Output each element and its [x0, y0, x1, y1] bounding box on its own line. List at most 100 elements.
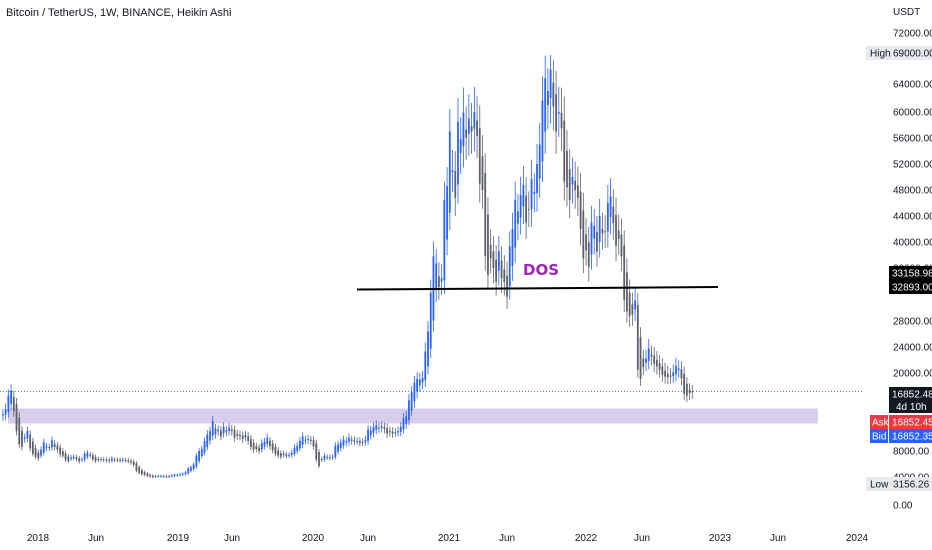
candle-body — [124, 460, 127, 462]
candle-body — [405, 416, 408, 424]
candle-body — [108, 459, 111, 461]
candle-body — [383, 427, 386, 430]
candle-body — [83, 453, 86, 460]
candle-body — [249, 438, 252, 448]
x-tick-label: 2020 — [302, 533, 325, 544]
candle-body — [598, 216, 601, 242]
level-upper-value: 33158.98 — [892, 269, 932, 280]
candle-body — [151, 475, 154, 478]
candle-body — [465, 129, 468, 138]
candle-body — [435, 263, 438, 290]
candle-body — [549, 69, 552, 99]
candle-body — [348, 437, 350, 442]
candle-body — [331, 456, 334, 458]
candle-body — [299, 441, 301, 449]
candle-body — [31, 441, 34, 454]
candle-body — [277, 450, 280, 456]
candle-body — [230, 429, 233, 432]
candle-body — [626, 272, 628, 312]
candle-body — [440, 278, 443, 282]
candle-body — [585, 234, 587, 251]
y-tick-label: 40000.00 — [893, 238, 932, 249]
candle-body — [260, 443, 263, 450]
candle-body — [309, 439, 312, 442]
candle-body — [165, 476, 168, 478]
candle-body — [70, 457, 72, 459]
level-lower-value: 32893.00 — [892, 283, 932, 294]
candle-body — [489, 244, 492, 259]
candle-body — [416, 379, 418, 392]
candle-body — [211, 421, 214, 436]
candle-body — [587, 242, 590, 267]
x-tick-label: 2023 — [709, 533, 732, 544]
candle-body — [53, 443, 56, 448]
candle-body — [495, 259, 498, 282]
candle-body — [225, 430, 228, 432]
candle-body — [424, 351, 427, 381]
candle-body — [410, 392, 413, 411]
y-tick-label: 72000.00 — [893, 29, 932, 40]
candle-body — [271, 443, 274, 451]
dos-horizontal-line[interactable] — [356, 286, 719, 291]
candle-body — [527, 209, 530, 211]
candle-body — [478, 128, 481, 184]
bid-value: 16852.35 — [892, 432, 932, 443]
support-zone — [8, 408, 818, 424]
dos-annotation: DOS — [523, 261, 559, 279]
candle-body — [593, 225, 596, 239]
candle-body — [91, 455, 94, 460]
candle-body — [454, 170, 457, 198]
x-tick-label: 2018 — [27, 533, 50, 544]
candle-body — [244, 435, 247, 438]
candle-body — [105, 459, 108, 461]
candle-body — [290, 452, 293, 456]
candle-body — [421, 377, 424, 383]
candle-body — [680, 369, 683, 379]
candle-body — [596, 232, 598, 252]
candle-body — [12, 397, 15, 412]
candle-body — [612, 206, 615, 224]
candle-body — [190, 467, 192, 471]
candle-body — [462, 112, 465, 147]
candle-body — [61, 451, 64, 456]
candle-body — [342, 439, 345, 446]
candle-body — [634, 300, 636, 310]
candle-body — [650, 354, 653, 357]
candle-body — [198, 451, 200, 462]
low-value: 3156.26 — [893, 480, 930, 491]
candle-body — [233, 430, 236, 438]
candle-body — [222, 427, 225, 434]
candle-body — [615, 215, 617, 246]
candle-body — [4, 409, 7, 416]
ask-value-bg — [889, 415, 932, 429]
candle-body — [617, 230, 620, 239]
candle-body — [375, 425, 378, 430]
candle-body — [446, 186, 448, 240]
candle-body — [394, 432, 397, 434]
candle-body — [438, 276, 440, 287]
y-tick-label: 48000.00 — [893, 186, 932, 197]
level-lower-bg — [889, 280, 932, 294]
candle-body — [252, 442, 255, 450]
candle-body — [511, 229, 514, 266]
candle-body — [217, 429, 220, 432]
candle-body — [576, 185, 579, 198]
candle-body — [307, 439, 309, 441]
candle-body — [247, 436, 250, 442]
candle-body — [517, 211, 519, 224]
candle-body — [111, 458, 113, 461]
candle-body — [78, 458, 81, 462]
y-tick-label: 20000.00 — [893, 369, 932, 380]
candle-body — [173, 474, 176, 476]
y-tick-label: 8000.00 — [893, 447, 930, 458]
x-axis[interactable]: 2018 Jun 2019 Jun 2020 Jun 2021 Jun 2022 Jun 2023 J… — [27, 533, 869, 544]
candle-body — [492, 251, 495, 268]
candle-body — [236, 433, 239, 436]
candle-body — [288, 455, 290, 457]
y-tick-label: 60000.00 — [893, 108, 932, 119]
candle-body — [380, 426, 383, 428]
candle-body — [26, 431, 29, 439]
plot-area[interactable]: DOS — [0, 55, 862, 479]
candle-body — [94, 457, 97, 461]
